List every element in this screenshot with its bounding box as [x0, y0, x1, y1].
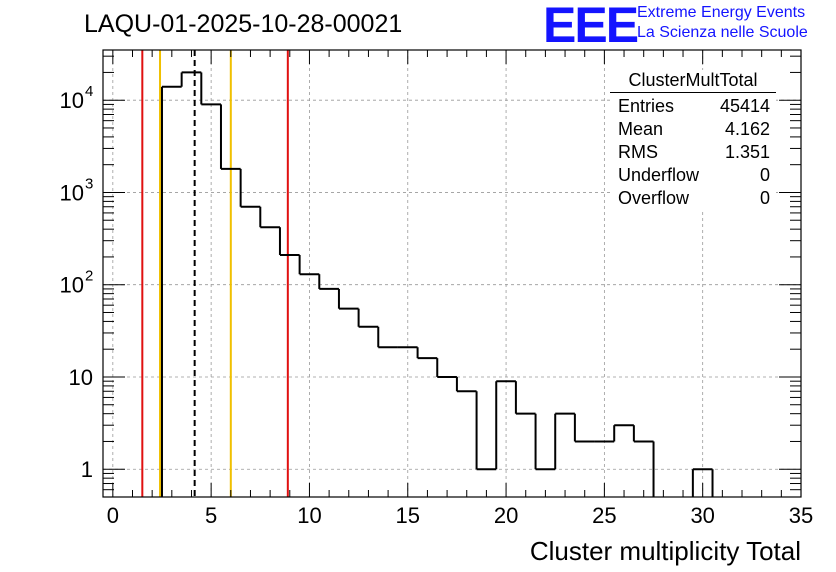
- stats-value: 1.351: [724, 142, 770, 162]
- x-tick-label: 25: [592, 503, 616, 528]
- eee-logo: EEE: [543, 0, 639, 53]
- histogram-bins: [160, 71, 714, 497]
- stats-value: 0: [759, 165, 770, 185]
- plot-frame: [102, 49, 802, 498]
- stats-row-entries: Entries 45414: [610, 95, 776, 118]
- stats-value: 45414: [719, 96, 770, 116]
- grid-lines: [103, 50, 802, 497]
- stats-box: ClusterMultTotal Entries 45414 Mean 4.16…: [610, 70, 776, 210]
- y-tick-exponent: 4: [85, 83, 93, 100]
- y-tick-label: 10: [60, 180, 84, 205]
- y-tick-label: 10: [60, 88, 84, 113]
- y-tick-label: 10: [60, 273, 84, 298]
- stats-row-mean: Mean 4.162: [610, 118, 776, 141]
- stats-row-underflow: Underflow 0: [610, 164, 776, 187]
- stats-label: Mean: [618, 119, 664, 139]
- stats-value: 4.162: [724, 119, 770, 139]
- stats-value: 0: [759, 188, 770, 208]
- x-tick-label: 20: [494, 503, 518, 528]
- stats-row-rms: RMS 1.351: [610, 141, 776, 164]
- y-tick-label: 1: [81, 457, 93, 482]
- y-tick-exponent: 2: [85, 268, 93, 285]
- x-tick-label: 5: [205, 503, 217, 528]
- x-tick-label: 10: [297, 503, 321, 528]
- logo-subtitle-1: Extreme Energy Events: [637, 4, 806, 21]
- x-tick-label: 0: [107, 503, 119, 528]
- stats-row-overflow: Overflow 0: [610, 187, 776, 210]
- stats-title: ClusterMultTotal: [610, 70, 776, 93]
- chart-title: LAQU-01-2025-10-28-00021: [84, 10, 403, 38]
- marker-lines: [141, 50, 289, 497]
- y-tick-label: 10: [69, 365, 93, 390]
- x-tick-label: 30: [690, 503, 714, 528]
- stats-label: Entries: [618, 96, 675, 116]
- stats-label: Underflow: [618, 165, 700, 185]
- x-axis-label: Cluster multiplicity Total: [530, 536, 801, 566]
- stats-label: Overflow: [618, 188, 690, 208]
- x-tick-label: 15: [396, 503, 420, 528]
- logo-subtitle-2: La Scienza nelle Scuole: [637, 24, 808, 41]
- stats-label: RMS: [618, 142, 658, 162]
- axis-ticks: [103, 50, 802, 498]
- x-tick-label: 35: [789, 503, 813, 528]
- y-tick-exponent: 3: [85, 175, 93, 192]
